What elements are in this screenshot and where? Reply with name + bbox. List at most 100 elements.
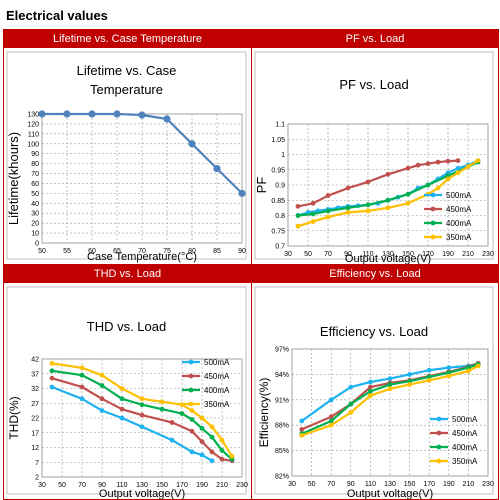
pf-series-450ma-point [295,203,301,209]
thd-y-tick-label: 32 [31,386,39,393]
pf-series-350ma-point [295,223,301,229]
lifetime-series-series0-point [38,110,46,118]
efficiency-x-tick-label: 70 [327,481,335,488]
thd-series-400ma-point [79,372,85,378]
thd-legend-marker [188,359,194,365]
pf-chart-title: PF vs. Load [339,77,408,92]
efficiency-y-tick-label: 94% [275,372,289,379]
pf-y-tick-label: 1.05 [271,137,285,144]
lifetime-x-tick-label: 55 [63,248,71,255]
pf-series-450ma-point [385,171,391,177]
thd-y-tick-label: 17 [31,430,39,437]
pf-series-350ma-point [310,219,316,225]
pf-x-tick-label: 110 [362,251,373,258]
pf-legend-marker [430,234,436,240]
efficiency-y-axis-label: Efficiency(%) [257,378,271,448]
lifetime-series-series0-point [188,140,196,148]
pf-series-350ma-point [445,176,451,182]
thd-series-400ma-point [119,396,125,402]
pf-legend-label: 350mA [446,233,472,242]
efficiency-series-400ma-point [368,388,373,394]
pf-y-tick-label: 1.1 [275,122,285,129]
thd-series-450ma-point [119,406,125,412]
pf-y-tick-label: 0.95 [271,167,285,174]
efficiency-x-tick-label: 150 [404,481,416,488]
thd-y-tick-label: 7 [35,460,39,467]
efficiency-series-500ma-point [446,365,452,371]
efficiency-series-350ma-point [328,422,334,428]
thd-series-500ma-point [99,408,105,414]
efficiency-series-400ma-point [426,374,432,380]
thd-x-tick-label: 70 [78,482,86,489]
efficiency-y-tick-label: 82% [275,474,289,481]
thd-series-500ma-point [79,396,85,402]
efficiency-series-350ma-point [446,373,452,379]
thd-panel-header: THD vs. Load [4,265,251,283]
thd-series-350ma-point [79,365,85,371]
thd-series-350ma-point [189,408,195,414]
lifetime-x-tick-label: 80 [188,248,196,255]
pf-series-400ma-point [385,197,391,203]
pf-x-tick-label: 70 [324,251,332,258]
lifetime-series-series0-point [238,189,246,197]
efficiency-series-450ma-point [299,427,305,432]
pf-x-axis-label: Output voltage(V) [345,253,431,264]
thd-series-450ma-point [139,412,145,418]
efficiency-x-tick-label: 50 [308,481,316,488]
efficiency-series-350ma-point [407,382,412,387]
pf-series-400ma-point [295,213,301,218]
efficiency-y-tick-label: 85% [275,448,289,455]
efficiency-x-tick-label: 110 [365,481,376,488]
thd-series-500ma-point [169,437,175,443]
pf-series-400ma-point [365,202,371,208]
pf-series-350ma-point [365,208,371,214]
efficiency-series-350ma-point [466,368,471,374]
lifetime-y-tick-label: 0 [35,241,39,248]
efficiency-series-350ma-point [475,363,481,369]
thd-series-450ma-point [79,384,85,390]
pf-x-tick-label: 230 [482,251,494,258]
lifetime-x-tick-label: 90 [238,248,246,255]
lifetime-y-tick-label: 100 [27,141,39,148]
pf-series-450ma-point [455,158,461,163]
efficiency-legend-label: 450mA [452,429,478,438]
lifetime-x-tick-label: 85 [213,248,221,255]
lifetime-series-series0-point [63,110,71,118]
efficiency-y-tick-label: 88% [275,423,289,430]
thd-chart-title: THD vs. Load [87,319,166,334]
efficiency-chart: Efficiency vs. Load 82% 85% 88% 91% 94% 97% 30 5… [254,286,494,499]
efficiency-series-400ma-point [387,382,393,387]
thd-legend-marker [188,387,194,393]
panels-grid: Lifetime vs. Case Temperature Lifetime v… [3,29,499,500]
lifetime-y-tick-label: 80 [31,161,39,168]
pf-series-450ma-point [325,193,331,199]
pf-legend-marker [430,192,436,198]
thd-x-tick-label: 110 [116,482,127,489]
thd-series-350ma-line [51,362,233,457]
thd-series-450ma-point [99,396,105,402]
lifetime-chart-frame [6,51,247,260]
pf-x-tick-label: 150 [402,251,414,258]
efficiency-series-500ma-point [328,397,334,403]
efficiency-series-400ma-point [446,370,452,376]
pf-y-tick-label: 0.7 [275,244,285,251]
pf-series-400ma-point [405,191,411,197]
pf-series-350ma-point [475,158,481,163]
thd-series-400ma-point [179,411,185,416]
efficiency-series-500ma-point [368,379,373,385]
thd-y-axis-label: THD(%) [7,396,21,439]
pf-series-350ma-point [465,164,471,170]
thd-series-500ma-point [49,384,55,390]
thd-series-400ma-point [49,368,55,374]
thd-y-tick-label: 27 [31,401,39,408]
pf-series-350ma-point [325,214,331,220]
efficiency-x-tick-label: 170 [423,481,435,488]
thd-y-tick-label: 37 [31,371,39,378]
lifetime-y-tick-label: 50 [31,191,39,198]
lifetime-y-tick-label: 70 [31,171,39,178]
efficiency-panel-header: Efficiency vs. Load [252,265,498,283]
efficiency-x-tick-label: 30 [288,481,296,488]
thd-x-tick-label: 230 [236,482,248,489]
thd-x-tick-label: 130 [136,482,148,489]
